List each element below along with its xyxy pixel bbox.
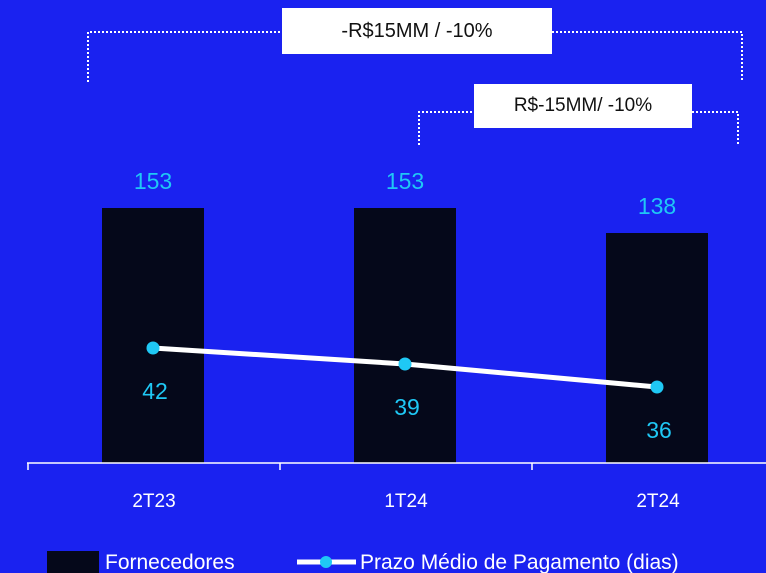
x-axis: 2T23 1T24 2T24 xyxy=(27,462,766,512)
bar-1T24 xyxy=(354,208,456,463)
line-value-label-1T24: 39 xyxy=(394,394,420,420)
legend-swatch-marker xyxy=(320,556,332,568)
bar-2T23 xyxy=(102,208,204,463)
line-value-label-2T24: 36 xyxy=(646,417,672,443)
bars xyxy=(102,208,708,463)
line-series xyxy=(146,341,664,394)
line-point-2T23 xyxy=(146,341,160,355)
annotation-total-variation: -R$15MM / -10% xyxy=(282,8,552,54)
bar-value-label-2T23: 153 xyxy=(134,168,172,194)
bracket-left-quarter xyxy=(418,111,474,145)
annotation-brackets xyxy=(87,31,743,145)
bracket-right-total xyxy=(552,31,743,82)
annotation-quarter-variation: R$-15MM/ -10% xyxy=(474,84,692,128)
bracket-left-total xyxy=(87,31,282,82)
legend-label-line: Prazo Médio de Pagamento (dias) xyxy=(360,551,679,573)
legend-swatch-bars xyxy=(47,551,99,573)
legend-label-bars: Fornecedores xyxy=(105,551,235,573)
bracket-right-quarter xyxy=(692,111,739,145)
bar-labels: 153 153 138 xyxy=(134,168,676,219)
bar-value-label-1T24: 153 xyxy=(386,168,424,194)
bar-value-label-2T24: 138 xyxy=(638,193,676,219)
line-point-1T24 xyxy=(398,357,412,371)
line-labels: 42 39 36 xyxy=(142,378,672,443)
x-tick-label-2T24: 2T24 xyxy=(636,491,680,512)
x-tick-label-1T24: 1T24 xyxy=(384,491,428,512)
line-value-label-2T23: 42 xyxy=(142,378,168,404)
legend: Fornecedores Prazo Médio de Pagamento (di… xyxy=(47,551,679,573)
bar-2T24 xyxy=(606,233,708,463)
x-tick-label-2T23: 2T23 xyxy=(132,491,175,512)
line-point-2T24 xyxy=(650,380,664,394)
